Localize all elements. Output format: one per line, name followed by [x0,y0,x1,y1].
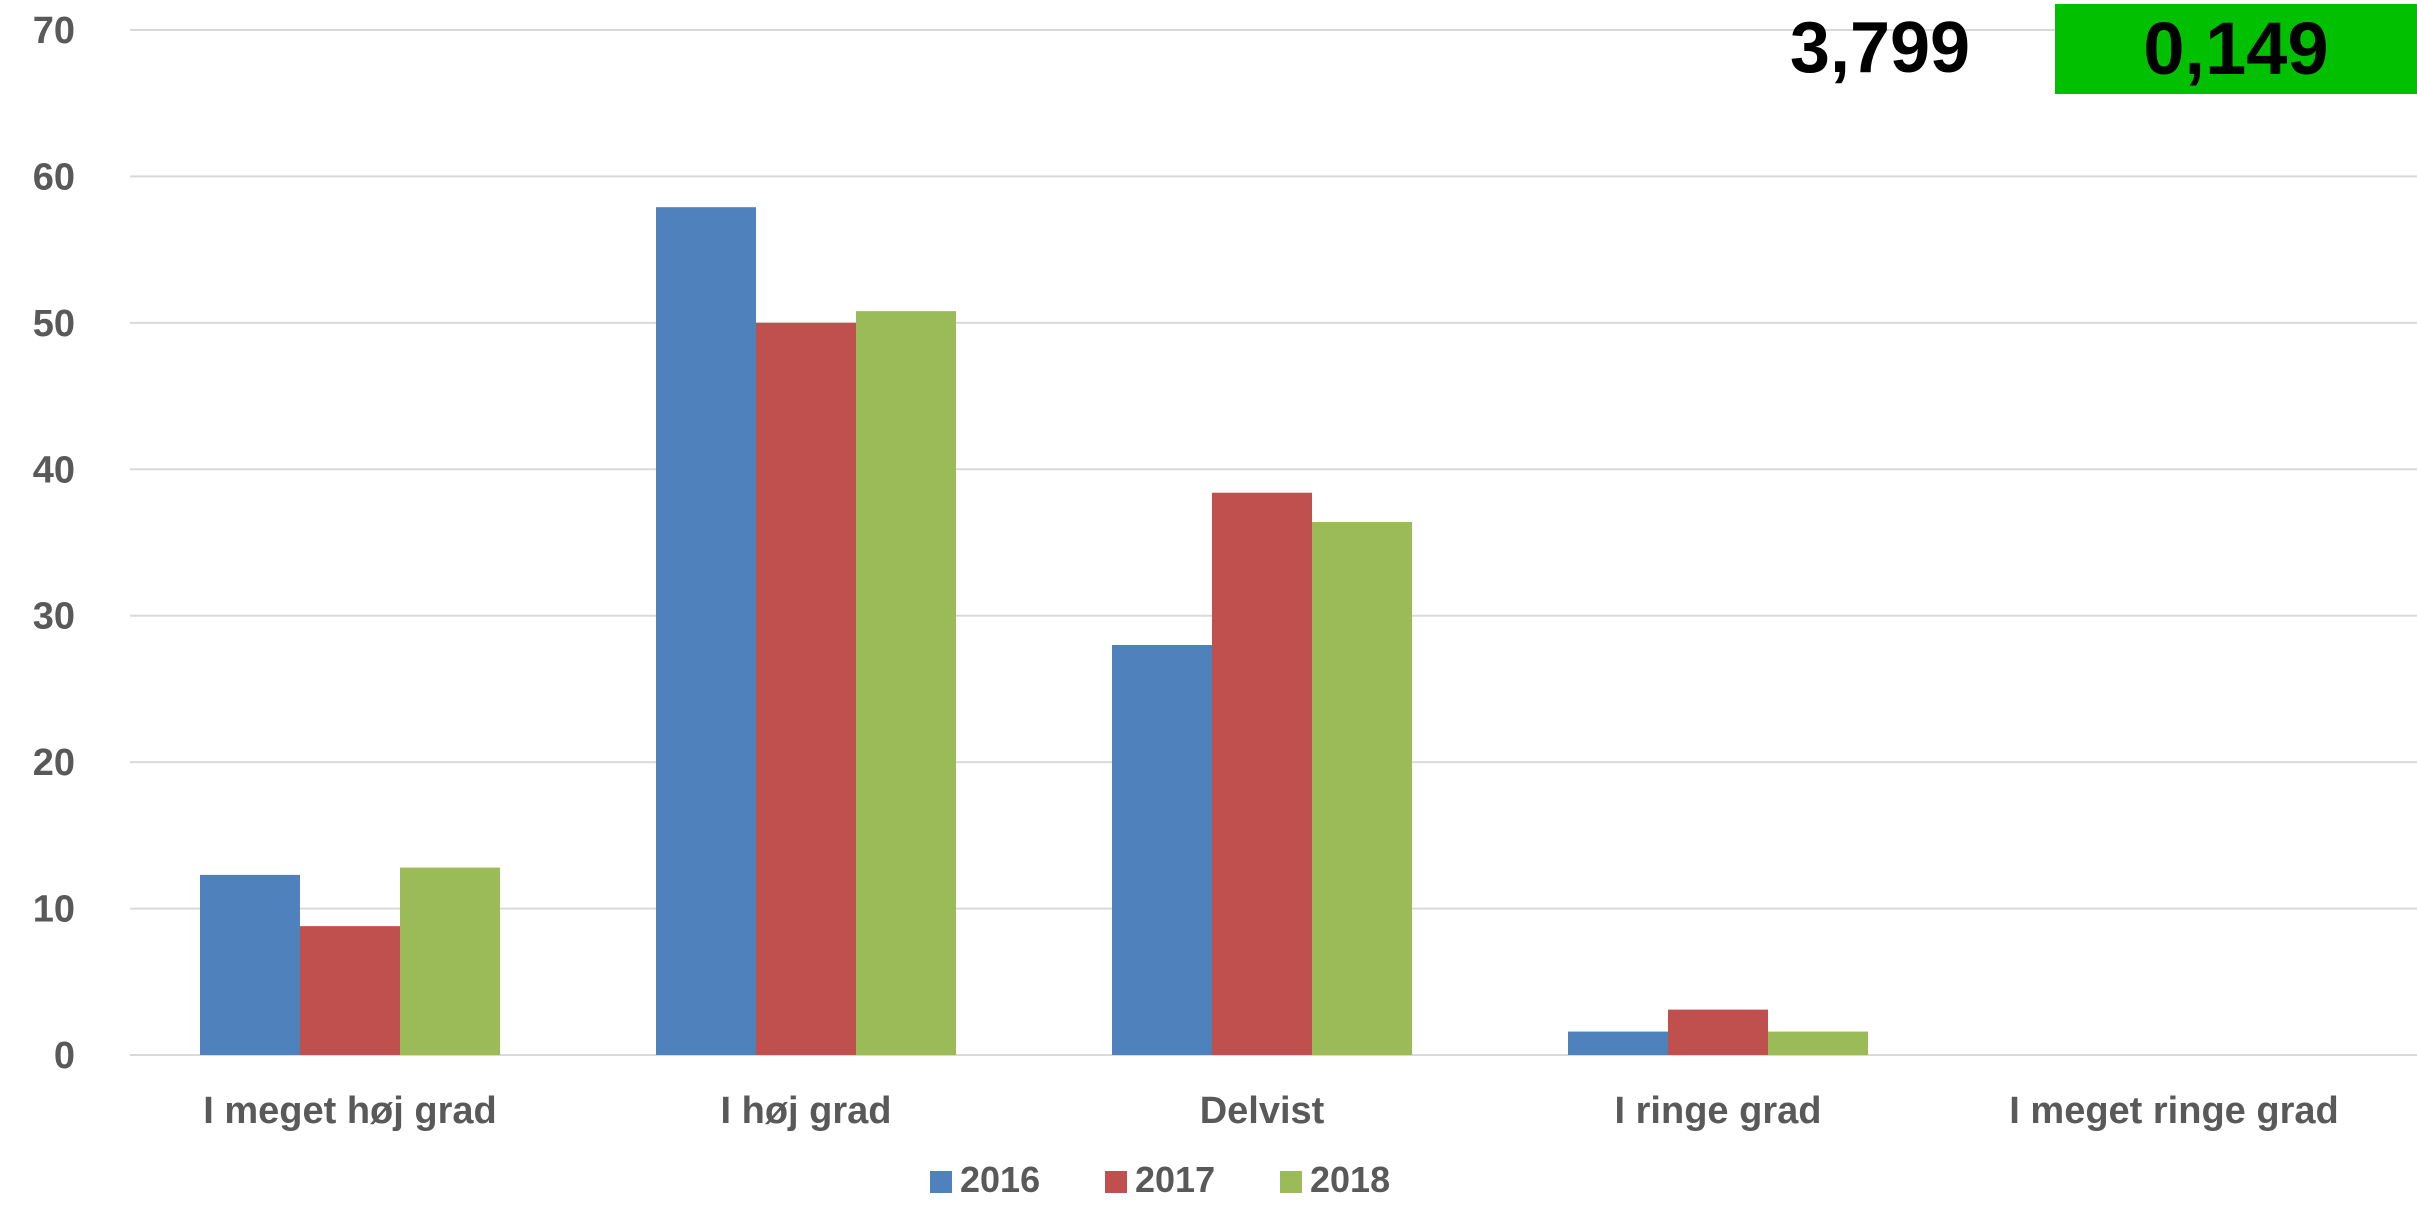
bar-2017 [300,926,400,1055]
y-tick-label: 20 [33,742,75,784]
x-tick-label: I ringe grad [1615,1090,1822,1132]
legend-swatch [1105,1171,1127,1193]
bar-2018 [1312,522,1412,1055]
y-axis-ticks: 0 10 20 30 40 50 60 70 [33,10,75,1077]
bar-2016 [1112,645,1212,1055]
legend-label: 2018 [1310,1159,1390,1200]
bar-2016 [1568,1031,1668,1055]
bar-2017 [1668,1009,1768,1055]
bar-2017 [756,322,856,1055]
bars [200,207,1868,1056]
legend-label: 2017 [1135,1159,1215,1200]
bar-2017 [1212,492,1312,1055]
x-tick-label: I meget høj grad [203,1090,496,1132]
x-axis-labels: I meget høj grad I høj grad Delvist I ringe… [203,1090,2338,1132]
y-tick-label: 60 [33,156,75,198]
x-tick-label: Delvist [1200,1090,1325,1132]
stat-value-right: 0,149 [2143,7,2329,90]
bar-2018 [856,311,956,1056]
legend-label: 2016 [960,1159,1040,1200]
bar-2018 [400,867,500,1055]
legend: 2016 2017 2018 [930,1159,1390,1200]
stat-value-left: 3,799 [1789,8,1971,88]
y-tick-label: 10 [33,889,75,931]
y-tick-label: 0 [54,1035,75,1077]
x-tick-label: I høj grad [721,1090,892,1132]
bar-2016 [200,874,300,1055]
y-tick-label: 70 [33,10,75,52]
y-tick-label: 40 [33,449,75,491]
stat-value-right-box: 0,149 [2055,4,2417,94]
x-tick-label: I meget ringe grad [2009,1090,2338,1132]
y-tick-label: 30 [33,596,75,638]
bar-2016 [656,207,756,1055]
legend-swatch [1280,1171,1302,1193]
y-tick-label: 50 [33,303,75,345]
bar-2018 [1768,1031,1868,1055]
legend-swatch [930,1171,952,1193]
